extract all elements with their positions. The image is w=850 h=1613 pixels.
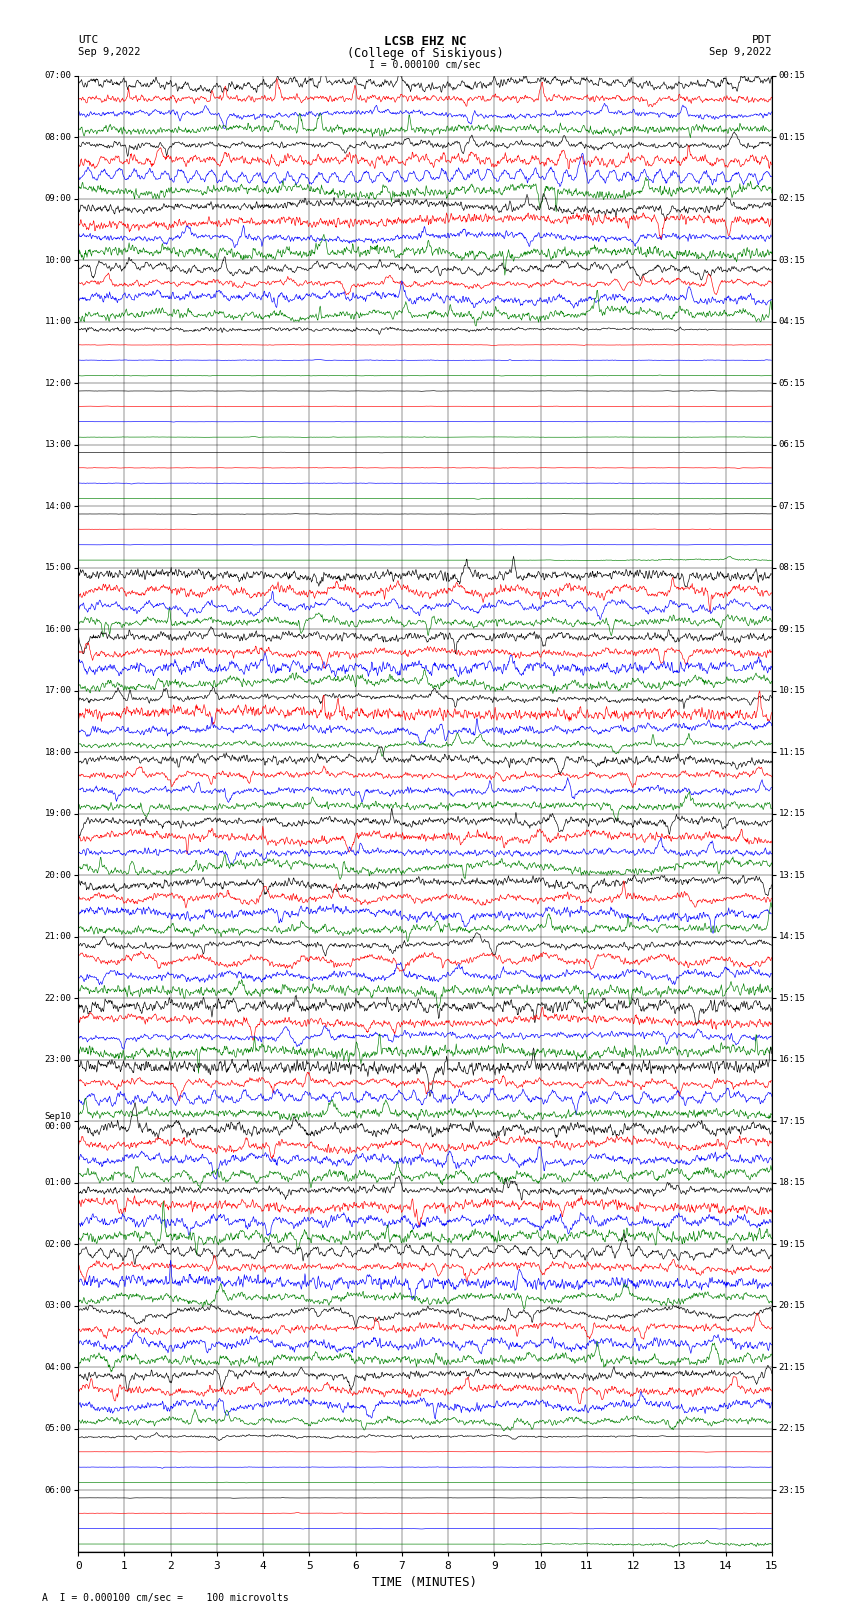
Text: A  I = 0.000100 cm/sec =    100 microvolts: A I = 0.000100 cm/sec = 100 microvolts bbox=[42, 1594, 289, 1603]
Text: PDT: PDT bbox=[751, 35, 772, 45]
Text: UTC: UTC bbox=[78, 35, 99, 45]
X-axis label: TIME (MINUTES): TIME (MINUTES) bbox=[372, 1576, 478, 1589]
Text: Sep 9,2022: Sep 9,2022 bbox=[709, 47, 772, 56]
Text: I = 0.000100 cm/sec: I = 0.000100 cm/sec bbox=[369, 60, 481, 69]
Text: LCSB EHZ NC: LCSB EHZ NC bbox=[383, 35, 467, 48]
Text: (College of Siskiyous): (College of Siskiyous) bbox=[347, 47, 503, 60]
Text: Sep 9,2022: Sep 9,2022 bbox=[78, 47, 141, 56]
